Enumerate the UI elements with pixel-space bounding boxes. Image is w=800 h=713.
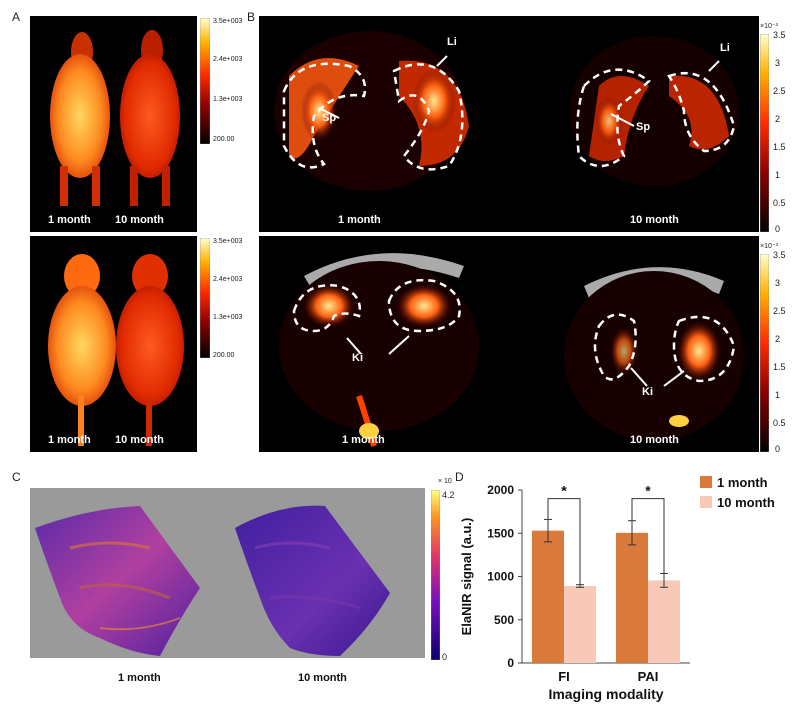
panel-b-bottom-cbar-tick: 2: [775, 334, 781, 344]
panel-c-label-1-month: 1 month: [118, 672, 161, 684]
panel-a-top-cbar-tick: 200.00: [213, 136, 235, 143]
y-tick-label: 500: [494, 613, 514, 627]
legend-label: 1 month: [717, 475, 768, 490]
organ-label-ki: Ki: [352, 352, 363, 364]
y-tick-label: 0: [507, 656, 514, 670]
panel-letter-d: D: [455, 470, 464, 484]
panel-letter-b: B: [247, 10, 256, 24]
panel-b-top-cbar-tick: 1.5: [773, 142, 786, 152]
panel-c-cbar-tick-min: 0: [442, 652, 448, 662]
panel-a-bottom-label-1-month: 1 month: [48, 434, 91, 446]
panel-b-top-label-10-month: 10 month: [630, 214, 679, 226]
panel-c-colorbar: [430, 489, 441, 661]
vascular-mesh-1-month: [35, 506, 200, 656]
mouse-1-month-top: [50, 32, 110, 206]
pa-section-1-month-top: [274, 31, 469, 191]
panel-b-bottom-image: [259, 236, 759, 452]
significance-bracket: [631, 498, 665, 574]
bar-10-month: [648, 580, 680, 663]
panel-b-bottom-cbar-tick: 3.5: [773, 250, 786, 260]
panel-b-bottom-cbar-tick: 3: [775, 278, 781, 288]
y-axis-title: ElaNIR signal (a.u.): [459, 518, 474, 636]
panel-c-3d-render: [30, 488, 425, 658]
legend-label: 10 month: [717, 495, 775, 510]
x-tick-label: PAI: [638, 669, 659, 684]
panel-b-top-label-1-month: 1 month: [338, 214, 381, 226]
panel-b-top-cbar-tick: 2: [775, 114, 781, 124]
panel-b-top-cbar-tick: 1: [775, 170, 781, 180]
organ-label-sp: Sp: [322, 112, 337, 124]
legend-swatch: [700, 476, 712, 488]
panel-c-cbar-tick-max: 4.2: [442, 490, 455, 500]
panel-a-top-cbar-tick: 3.5e+003: [213, 18, 243, 25]
panel-b-top-cbar-tick: 3.5: [773, 30, 786, 40]
y-tick-label: 1000: [487, 570, 514, 584]
panel-letter-c: C: [12, 470, 21, 484]
organ-label-li: Li: [720, 42, 730, 54]
organ-label-sp: Sp: [636, 121, 651, 133]
pa-section-10-month-top: [569, 36, 739, 186]
panel-a-top-cbar-tick: 1.3e+003: [213, 96, 243, 103]
panel-b-top-cbar-tick: 0: [775, 224, 781, 234]
panel-b-top-cbar-tick: 0.5: [773, 198, 786, 208]
panel-b-bottom-label-10-month: 10 month: [630, 434, 679, 446]
bar-1-month: [532, 530, 564, 663]
panel-b-bottom-label-1-month: 1 month: [342, 434, 385, 446]
y-tick-label: 2000: [487, 483, 514, 497]
panel-b-bottom-colorbar: [759, 253, 770, 453]
panel-a-bottom-colorbar: [199, 237, 211, 359]
panel-a-bottom-cbar-tick: 2.4e+003: [213, 276, 243, 283]
panel-a-top-label-1-month: 1 month: [48, 214, 91, 226]
x-tick-label: FI: [558, 669, 570, 684]
panel-a-top-cbar-tick: 2.4e+003: [213, 56, 243, 63]
panel-b-bottom-cbar-tick: 1.5: [773, 362, 786, 372]
panel-b-bottom-cbar-tick: 2.5: [773, 306, 786, 316]
panel-a-top-image: [30, 16, 197, 232]
x-axis-title: Imaging modality: [548, 686, 663, 702]
organ-label-ki: Ki: [642, 386, 653, 398]
panel-b-top-image: [259, 16, 759, 232]
panel-b-bottom-cbar-tick: 0: [775, 444, 781, 454]
panel-b-top-cbar-exponent: ×10⁻³: [760, 23, 778, 30]
panel-b-bottom-cbar-tick: 0.5: [773, 418, 786, 428]
bar-chart-svg: 0 500 1000 1500 2000 ElaNIR signal (a.u.) Imag…: [459, 475, 775, 702]
panel-a-bottom-image: [30, 236, 197, 452]
y-tick-label: 1500: [487, 526, 514, 540]
panel-a-bottom-cbar-tick: 3.5e+003: [213, 238, 243, 245]
pa-section-1-month-bottom: [279, 253, 479, 447]
panel-c-cbar-exponent: × 10: [438, 478, 452, 485]
panel-b-bottom-cbar-exponent: ×10⁻³: [760, 243, 778, 250]
mouse-1-month-bottom: [48, 254, 116, 446]
panel-letter-a: A: [12, 10, 21, 24]
panel-b-top-colorbar: [759, 33, 770, 233]
bar-1-month: [616, 532, 648, 663]
mouse-10-month-bottom: [116, 254, 184, 446]
bar-10-month: [564, 586, 596, 663]
panel-a-bottom-cbar-tick: 200.00: [213, 352, 235, 359]
panel-d-chart: 0 500 1000 1500 2000 ElaNIR signal (a.u.) Imag…: [455, 470, 795, 708]
organ-label-li: Li: [447, 36, 457, 48]
panel-c-label-10-month: 10 month: [298, 672, 347, 684]
pa-section-10-month-bottom: [564, 267, 744, 441]
mouse-10-month-top: [120, 30, 180, 206]
vascular-mesh-10-month: [235, 505, 390, 656]
panel-a-bottom-cbar-tick: 1.3e+003: [213, 314, 243, 321]
significance-star: *: [561, 483, 567, 499]
panel-a-bottom-label-10-month: 10 month: [115, 434, 164, 446]
panel-b-top-cbar-tick: 3: [775, 58, 781, 68]
significance-bracket: [547, 498, 581, 585]
panel-b-bottom-cbar-tick: 1: [775, 390, 781, 400]
panel-a-top-colorbar: [199, 17, 211, 145]
panel-b-top-cbar-tick: 2.5: [773, 86, 786, 96]
legend-swatch: [700, 496, 712, 508]
panel-a-top-label-10-month: 10 month: [115, 214, 164, 226]
significance-star: *: [645, 483, 651, 499]
